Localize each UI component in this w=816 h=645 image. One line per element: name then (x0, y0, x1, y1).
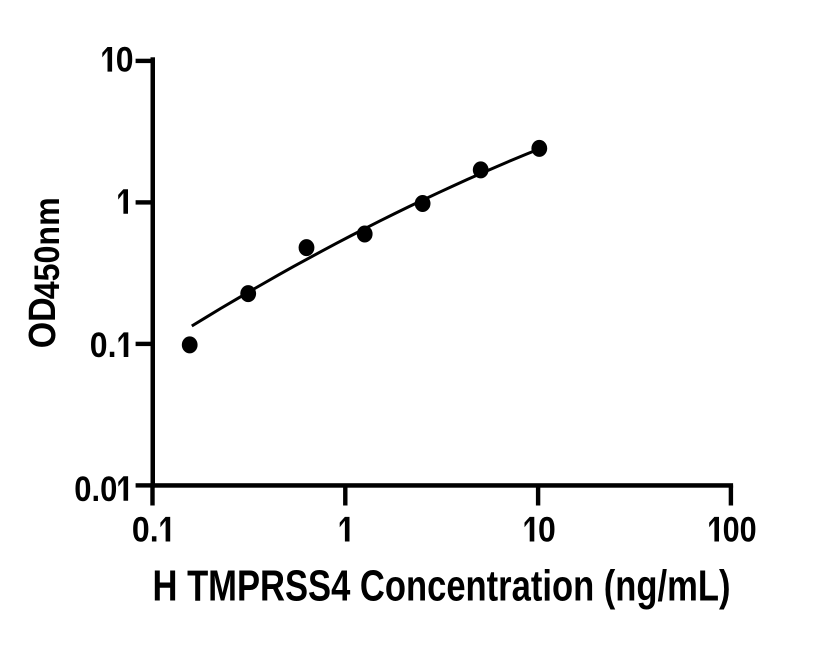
svg-text:H TMPRSS4 Concentration (ng/mL: H TMPRSS4 Concentration (ng/mL) (153, 561, 731, 610)
svg-text:0: 0 (116, 41, 134, 80)
svg-text:450nm: 450nm (28, 197, 67, 299)
svg-text:0.0: 0.0 (74, 470, 117, 509)
svg-text:00: 00 (723, 511, 757, 550)
svg-text:OD: OD (22, 297, 64, 348)
svg-text:0: 0 (538, 511, 556, 550)
svg-text:0.: 0. (90, 326, 117, 365)
svg-text:0.: 0. (132, 511, 159, 550)
